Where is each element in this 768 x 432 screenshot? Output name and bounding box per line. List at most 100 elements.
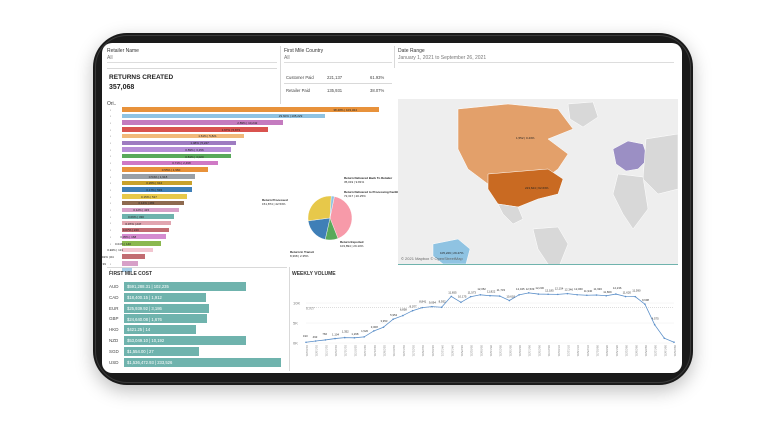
weekly-point[interactable] — [372, 330, 375, 332]
weekly-point[interactable] — [489, 294, 491, 297]
origin-bar-1[interactable] — [122, 113, 325, 119]
weekly-point[interactable] — [595, 294, 598, 296]
origin-category-10: ▪ — [110, 174, 112, 179]
first-mile-bar[interactable] — [124, 325, 196, 335]
weekly-point[interactable] — [402, 314, 404, 317]
weekly-point[interactable] — [450, 295, 453, 298]
weekly-point[interactable] — [605, 294, 608, 297]
weekly-point[interactable] — [460, 301, 462, 304]
origin-bar-11[interactable] — [122, 180, 193, 186]
first-mile-bar[interactable] — [124, 346, 200, 356]
origin-bar-3[interactable] — [122, 127, 268, 132]
first-mile-bar[interactable] — [124, 303, 209, 313]
origin-bar-19[interactable] — [122, 234, 167, 239]
first-mile-bar[interactable] — [124, 314, 208, 324]
origin-bar-6[interactable] — [122, 147, 232, 152]
weekly-point[interactable] — [431, 305, 433, 308]
origin-category-4: ▪ — [110, 134, 112, 139]
weekly-point-label: 12,236 — [613, 286, 622, 290]
origin-category-12: ▪ — [110, 187, 112, 192]
usa-shape[interactable] — [487, 168, 564, 208]
weekly-point[interactable] — [353, 337, 356, 339]
weekly-point[interactable] — [469, 295, 472, 298]
weekly-point[interactable] — [576, 293, 578, 296]
origin-bar-label-2: 2.89% | 10,242 — [237, 121, 258, 125]
origin-bar-label-0: 38.48% | 103,324 — [333, 107, 357, 112]
origin-bar-18[interactable] — [122, 227, 169, 233]
first-mile-bar[interactable] — [124, 336, 246, 345]
weekly-point[interactable] — [334, 337, 336, 340]
origin-bar-15[interactable] — [122, 207, 180, 212]
weekly-point[interactable] — [518, 294, 520, 296]
origin-bar-24[interactable] — [122, 267, 133, 273]
origin-bar-16[interactable] — [122, 214, 174, 219]
weekly-point[interactable] — [673, 341, 675, 343]
mexico-shape — [497, 203, 524, 225]
weekly-point[interactable] — [392, 318, 394, 320]
weekly-point[interactable] — [314, 340, 317, 342]
first-mile-bar[interactable] — [124, 357, 281, 367]
origin-bar-0[interactable] — [122, 107, 380, 112]
asia-shape — [642, 133, 678, 195]
weekly-point[interactable] — [508, 299, 511, 302]
origin-bar-10[interactable] — [122, 174, 195, 179]
origin-bar-17[interactable] — [122, 220, 172, 226]
weekly-point[interactable] — [624, 295, 627, 298]
origin-bar-22[interactable] — [122, 254, 146, 259]
x-tick-label: 09/05/21 — [644, 345, 648, 357]
first-mile-bar[interactable] — [124, 282, 246, 291]
pie-slice-4[interactable] — [329, 195, 335, 219]
weekly-point[interactable] — [653, 323, 656, 326]
australia-shape[interactable] — [432, 238, 471, 264]
weekly-point[interactable] — [527, 292, 530, 294]
weekly-point[interactable] — [663, 337, 666, 339]
x-tick-label: 08/22/21 — [625, 345, 629, 357]
weekly-point[interactable] — [479, 293, 482, 296]
weekly-point[interactable] — [324, 339, 327, 341]
origin-bar-label-6: 0.89% | 3,156 — [185, 147, 204, 152]
weekly-point[interactable] — [547, 293, 549, 296]
weekly-point[interactable] — [411, 309, 414, 312]
origin-bar-12[interactable] — [122, 187, 193, 192]
country-filter-value[interactable]: All — [284, 55, 290, 61]
weekly-point[interactable] — [644, 303, 646, 306]
origin-bar-13[interactable] — [122, 194, 187, 199]
weekly-point[interactable] — [537, 293, 540, 295]
origin-bar-7[interactable] — [122, 153, 232, 159]
origin-bar-9[interactable] — [122, 167, 208, 172]
weekly-point[interactable] — [566, 292, 569, 295]
weekly-point[interactable] — [440, 306, 443, 309]
pie-slice-0[interactable] — [329, 196, 353, 239]
x-tick-label: 05/02/21 — [470, 345, 474, 357]
x-tick-label: 09/19/21 — [663, 345, 667, 357]
origin-bar-2[interactable] — [122, 120, 284, 125]
weekly-point[interactable] — [343, 336, 346, 339]
origin-bar-4[interactable] — [122, 133, 245, 139]
origin-bar-20[interactable] — [122, 241, 161, 246]
pie-slice-3[interactable] — [307, 195, 332, 222]
europe-shape[interactable] — [612, 140, 649, 172]
origin-bar-label-23: 0.01% | 39 — [102, 261, 106, 266]
weekly-point[interactable] — [615, 293, 617, 295]
weekly-point[interactable] — [382, 326, 385, 328]
origin-bar-14[interactable] — [122, 200, 185, 206]
x-tick-label: 04/11/21 — [441, 345, 445, 357]
weekly-point[interactable] — [498, 295, 501, 297]
weekly-point[interactable] — [556, 293, 559, 296]
weekly-point[interactable] — [634, 295, 637, 298]
origin-bar-23[interactable] — [122, 261, 138, 266]
retailer-filter-value[interactable]: All — [107, 55, 113, 61]
first-mile-bar[interactable] — [124, 292, 206, 302]
weekly-point-label: 8,077 — [410, 305, 417, 309]
weekly-point[interactable] — [421, 306, 424, 309]
origin-bar-5[interactable] — [122, 140, 237, 145]
world-map[interactable]: 1,552 | 0.43% 223,624 | 62.63% 105,229 |… — [398, 99, 678, 264]
weekly-point[interactable] — [363, 336, 365, 338]
date-filter-value[interactable]: January 1, 2021 to September 26, 2021 — [398, 55, 487, 61]
first-mile-currency: SGD — [109, 348, 119, 354]
origin-bar-8[interactable] — [122, 160, 219, 166]
origin-bar-21[interactable] — [122, 247, 154, 253]
weekly-point[interactable] — [305, 341, 307, 344]
origin-bar-label-15: 0.12% | 415 — [133, 208, 150, 213]
weekly-point[interactable] — [586, 294, 588, 297]
